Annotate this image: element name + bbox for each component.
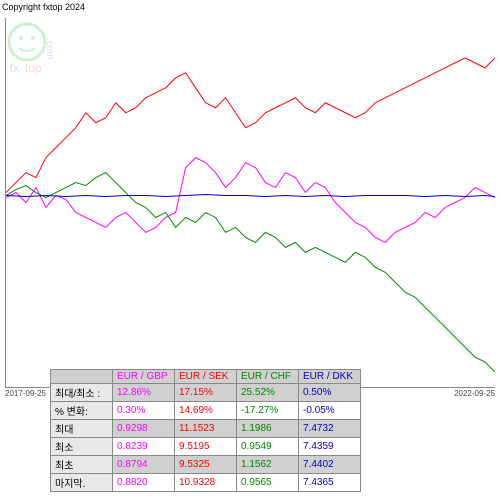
table-cell: 10.9328: [175, 474, 237, 492]
copyright-text: Copyright fxtop 2024: [2, 2, 85, 12]
table-row: 최대/최소 :12.86%17.15%25.52%0.50%: [51, 384, 361, 402]
table-row: 마지막.0.882010.93280.95657.4365: [51, 474, 361, 492]
series-line: [6, 58, 495, 193]
table-cell: -0.05%: [299, 402, 361, 420]
table-cell: 7.4359: [299, 438, 361, 456]
table-column-header: EUR / SEK: [175, 370, 237, 384]
row-label: 최대/최소 :: [51, 384, 113, 402]
series-line: [6, 195, 495, 197]
table-cell: 1.1562: [237, 456, 299, 474]
row-label: % 변화:: [51, 402, 113, 420]
table-column-header: EUR / GBP: [113, 370, 175, 384]
row-label: 마지막.: [51, 474, 113, 492]
table-cell: 7.4365: [299, 474, 361, 492]
table-cell: 9.5195: [175, 438, 237, 456]
table-cell: 0.8794: [113, 456, 175, 474]
x-axis-end-label: 2022-09-25: [454, 389, 495, 398]
table-row: 최대0.929811.15231.19867.4732: [51, 420, 361, 438]
table-row: 최초0.87949.53251.15627.4402: [51, 456, 361, 474]
x-axis-start-label: 2017-09-25: [5, 389, 46, 398]
table-cell: 17.15%: [175, 384, 237, 402]
table-cell: 7.4732: [299, 420, 361, 438]
table-column-header: EUR / DKK: [299, 370, 361, 384]
table-column-header: EUR / CHF: [237, 370, 299, 384]
table-cell: 0.9298: [113, 420, 175, 438]
table-cell: 12.86%: [113, 384, 175, 402]
table-cell: 0.9565: [237, 474, 299, 492]
series-line: [6, 158, 495, 243]
table-row: 최소0.82399.51950.95497.4359: [51, 438, 361, 456]
table-cell: 25.52%: [237, 384, 299, 402]
stats-table: EUR / GBPEUR / SEKEUR / CHFEUR / DKK 최대/…: [50, 369, 361, 492]
row-label: 최대: [51, 420, 113, 438]
table-cell: 1.1986: [237, 420, 299, 438]
table-cell: 9.5325: [175, 456, 237, 474]
line-chart: [5, 18, 495, 388]
table-cell: 14.69%: [175, 402, 237, 420]
table-cell: 0.8820: [113, 474, 175, 492]
table-row: % 변화:0.30%14.69%-17.27%-0.05%: [51, 402, 361, 420]
series-line: [6, 173, 495, 372]
table-cell: 0.8239: [113, 438, 175, 456]
row-label: 최소: [51, 438, 113, 456]
table-cell: 0.30%: [113, 402, 175, 420]
table-cell: 0.9549: [237, 438, 299, 456]
table-cell: 0.50%: [299, 384, 361, 402]
table-cell: -17.27%: [237, 402, 299, 420]
table-cell: 7.4402: [299, 456, 361, 474]
row-label: 최초: [51, 456, 113, 474]
table-corner: [51, 370, 113, 384]
table-cell: 11.1523: [175, 420, 237, 438]
